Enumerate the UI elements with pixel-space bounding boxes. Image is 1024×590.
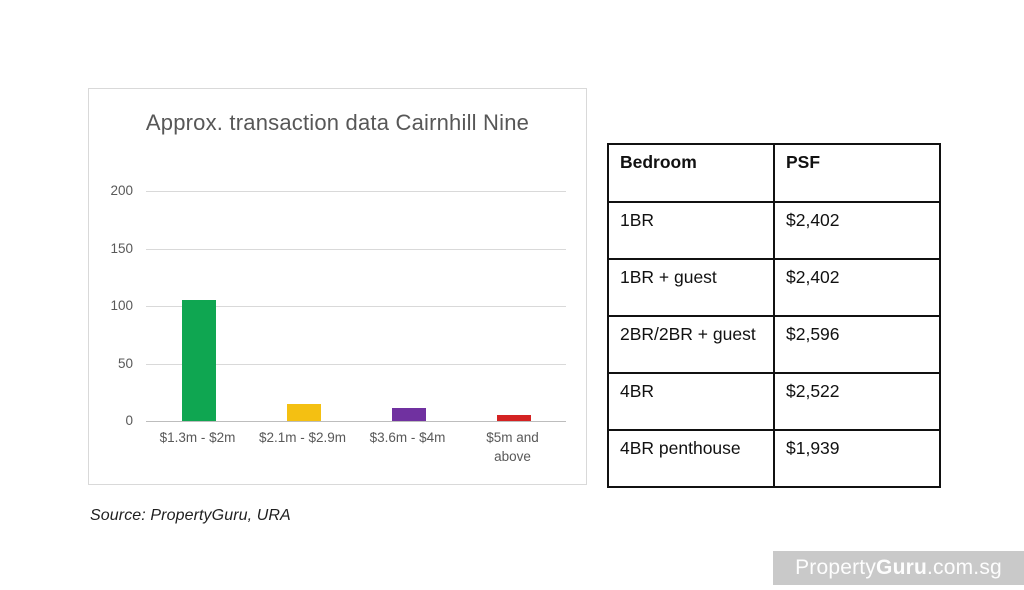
gridline-150 xyxy=(146,248,566,250)
chart-bar xyxy=(181,300,216,421)
table-row: 4BR penthouse $1,939 xyxy=(607,429,941,488)
table-header-row: Bedroom PSF xyxy=(607,143,941,203)
x-axis-category-label: $1.3m - $2m xyxy=(159,430,236,445)
psf-cell: $2,402 xyxy=(773,201,941,260)
source-note: Source: PropertyGuru, URA xyxy=(90,507,291,524)
brand-prefix: Property xyxy=(795,556,877,579)
chart-plot-area: $1.3m - $2m $2.1m - $2.9m $3.6m - $4m $5m a… xyxy=(89,89,586,484)
brand-suffix: .com.sg xyxy=(927,556,1002,579)
chart-bar xyxy=(496,415,531,421)
bedroom-cell: 1BR + guest xyxy=(607,258,775,317)
bedroom-cell: 2BR/2BR + guest xyxy=(607,315,775,374)
psf-table: Bedroom PSF 1BR $2,402 1BR + guest $2,402 2B… xyxy=(607,143,941,488)
gridline-50 xyxy=(146,363,566,365)
brand-bold: Guru xyxy=(876,556,927,579)
gridline-100 xyxy=(146,306,566,307)
table-header-bedroom: Bedroom xyxy=(607,143,775,203)
bedroom-cell: 4BR xyxy=(607,372,775,431)
psf-cell: $2,402 xyxy=(773,258,941,317)
y-axis-tick-label: 150 xyxy=(110,240,133,256)
gridline-200 xyxy=(146,191,566,192)
table-header-psf: PSF xyxy=(773,143,941,203)
bedroom-cell: 1BR xyxy=(607,201,775,260)
bedroom-cell: 4BR penthouse xyxy=(607,429,775,488)
x-axis-category-label: $5m and above xyxy=(486,430,539,464)
table-row: 4BR $2,522 xyxy=(607,372,941,431)
y-axis-tick-label: 100 xyxy=(110,298,133,313)
x-axis-labels: $1.3m - $2m $2.1m - $2.9m $3.6m - $4m $5m a… xyxy=(145,428,565,466)
x-axis-category-label: $2.1m - $2.9m xyxy=(258,430,347,445)
psf-cell: $2,596 xyxy=(773,315,941,374)
table-row: 2BR/2BR + guest $2,596 xyxy=(607,315,941,374)
y-axis-tick-label: 200 xyxy=(110,183,133,198)
chart-bar xyxy=(286,403,321,421)
table-row: 1BR $2,402 xyxy=(607,201,941,260)
psf-cell: $2,522 xyxy=(773,372,941,431)
y-axis-tick-label: 0 xyxy=(125,413,133,428)
x-axis-category-label: $3.6m - $4m xyxy=(369,430,446,445)
transaction-bar-chart: Approx. transaction data Cairnhill Nine … xyxy=(88,88,587,485)
chart-title: Approx. transaction data Cairnhill Nine xyxy=(145,110,530,135)
y-axis-tick-label: 50 xyxy=(117,355,133,371)
x-axis-line xyxy=(146,421,566,422)
chart-bar xyxy=(391,408,426,421)
brand-watermark: Property Guru .com.sg xyxy=(773,551,1024,585)
table-row: 1BR + guest $2,402 xyxy=(607,258,941,317)
psf-cell: $1,939 xyxy=(773,429,941,488)
